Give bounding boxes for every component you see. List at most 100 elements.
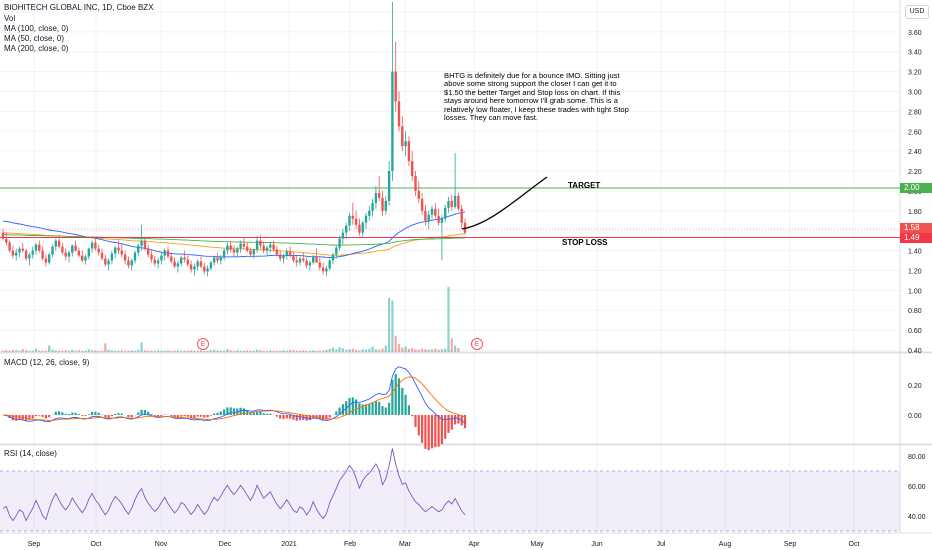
volume-bar	[28, 350, 31, 352]
macd-histogram-bar	[77, 413, 80, 415]
volume-bar	[8, 350, 11, 352]
macd-histogram-bar	[421, 415, 424, 443]
ma100-legend[interactable]: MA (100, close, 0)	[4, 24, 69, 33]
volume-bar	[391, 300, 394, 352]
annotation-note[interactable]: BHTG is definitely due for a bounce IMO.…	[444, 71, 629, 123]
volume-bar	[364, 349, 368, 352]
macd-histogram-bar	[444, 415, 447, 439]
macd-histogram-bar	[397, 378, 401, 415]
volume-bar	[411, 348, 414, 352]
candle-body	[252, 249, 255, 255]
candles	[1, 2, 467, 277]
macd-histogram-bar	[424, 415, 427, 449]
candle-body	[318, 262, 321, 268]
volume-bar	[229, 350, 232, 352]
macd-histogram-bar	[11, 415, 14, 421]
price-tick-label: 2.40	[908, 149, 922, 156]
vol-legend[interactable]: Vol	[4, 14, 16, 23]
ma200-legend[interactable]: MA (200, close, 0)	[4, 44, 69, 53]
volume-bar	[196, 350, 199, 352]
candle-body	[24, 250, 28, 259]
macd-histogram-bar	[298, 415, 302, 421]
macd-histogram-bar	[110, 415, 113, 417]
rsi-legend[interactable]: RSI (14, close)	[4, 449, 57, 458]
volume-bar	[295, 350, 298, 352]
candle-body	[120, 250, 123, 255]
candle-body	[447, 200, 450, 208]
earnings-marker[interactable]: E	[197, 338, 209, 350]
volume-bars	[1, 287, 460, 352]
candle-body	[242, 243, 246, 247]
macd-histogram-bar	[41, 415, 44, 417]
volume-bar	[312, 350, 315, 352]
volume-bar	[239, 350, 242, 352]
price-tick-label: 3.40	[908, 50, 922, 57]
macd-histogram-bar	[358, 403, 361, 415]
volume-bar	[374, 349, 377, 352]
macd-histogram-bar	[28, 415, 31, 421]
macd-legend[interactable]: MACD (12, 26, close, 9)	[4, 358, 90, 367]
price-tick-label: 0.60	[908, 328, 922, 335]
volume-bar	[384, 345, 387, 352]
macd-histogram-bar	[58, 411, 61, 415]
macd-histogram-bar	[404, 394, 407, 415]
candle-body	[239, 243, 242, 249]
earnings-marker[interactable]: E	[471, 338, 483, 350]
candle-body	[457, 195, 460, 209]
macd-histogram-bar	[64, 413, 67, 415]
volume-bar	[338, 347, 341, 352]
macd-histogram-bar	[348, 397, 351, 415]
volume-bar	[424, 349, 427, 352]
symbol-title[interactable]: BIOHITECH GLOBAL INC, 1D, Cboe BZX	[4, 3, 154, 12]
macd-histogram-bar	[391, 379, 394, 415]
macd-histogram-bar	[206, 415, 209, 418]
candle-body	[292, 255, 295, 261]
price-tick-label: 2.20	[908, 169, 922, 176]
candle-body	[117, 247, 120, 251]
macd-histogram-bar	[140, 409, 143, 415]
volume-bar	[226, 349, 229, 352]
candle-body	[71, 245, 74, 253]
candle-body	[196, 261, 199, 267]
candle-body	[180, 257, 183, 264]
volume-bar	[77, 350, 80, 352]
volume-bar	[269, 350, 272, 352]
candle-body	[130, 260, 133, 266]
volume-bar	[440, 349, 443, 352]
price-axis: 0.400.600.801.001.201.401.601.802.002.20…	[908, 10, 926, 521]
macd-histogram-bar	[117, 413, 120, 415]
candle-body	[8, 242, 11, 251]
candle-body	[127, 260, 130, 266]
target-label[interactable]: TARGET	[568, 181, 601, 190]
ma50-legend[interactable]: MA (50, close, 0)	[4, 34, 65, 43]
macd-tick-label: 0.20	[908, 383, 922, 390]
volume-bar	[216, 350, 219, 352]
candle-body	[110, 253, 114, 261]
candle-body	[345, 225, 348, 233]
candle-body	[259, 240, 262, 246]
candle-body	[77, 250, 81, 256]
candle-body	[394, 71, 397, 102]
volume-bar	[58, 350, 61, 352]
candle-body	[279, 254, 282, 259]
macd-histogram-bar	[328, 415, 331, 418]
candle-body	[114, 247, 117, 254]
candle-body	[28, 254, 31, 259]
time-tick-label: Aug	[719, 541, 732, 548]
volume-bar	[265, 350, 269, 352]
volume-bar	[355, 349, 358, 352]
macd-histogram-bar	[450, 415, 453, 430]
candle-body	[371, 202, 374, 211]
candle-body	[100, 252, 104, 259]
volume-bar	[345, 349, 348, 352]
candle-body	[183, 257, 186, 260]
currency-button[interactable]: USD	[905, 5, 929, 19]
stop-loss-label[interactable]: STOP LOSS	[562, 238, 608, 247]
price-tick-label: 2.80	[908, 109, 922, 116]
macd-histogram-bar	[193, 415, 196, 418]
candle-body	[94, 242, 97, 249]
ma50-line	[2, 211, 466, 258]
rsi-tick-label: 80.00	[908, 454, 926, 461]
macd-histogram-bar	[216, 412, 219, 415]
candle-body	[404, 141, 407, 147]
